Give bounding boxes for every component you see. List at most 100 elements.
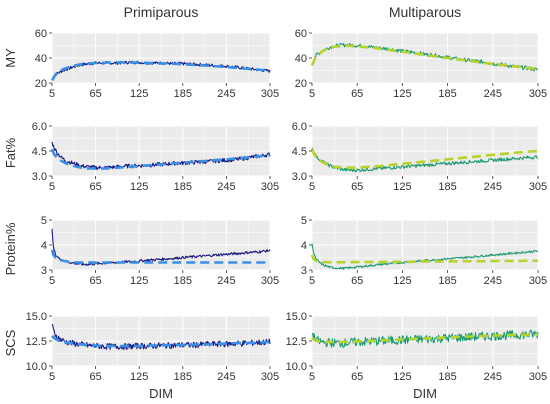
y-tick-label: 40 — [295, 53, 307, 65]
x-tick-label: 245 — [217, 88, 235, 100]
fitted-series-line — [50, 249, 270, 264]
x-tick-label: 125 — [130, 371, 148, 383]
x-tick-label: 125 — [393, 181, 411, 193]
x-tick-label: 185 — [174, 88, 192, 100]
x-tick-label: 5 — [49, 88, 55, 100]
fitted-series-line — [310, 254, 538, 264]
x-tick-label: 125 — [130, 275, 148, 287]
y-tick-label: 12.5 — [286, 336, 307, 348]
x-tick-label: 65 — [351, 275, 363, 287]
row-label-fat: Fat% — [3, 137, 18, 168]
y-tick-label: 60 — [295, 28, 307, 40]
x-tick-label: 65 — [89, 181, 101, 193]
x-tick-label: 245 — [217, 371, 235, 383]
y-tick-label: 5 — [41, 215, 47, 227]
x-tick-label: 305 — [529, 371, 547, 383]
x-tick-label: 65 — [89, 88, 101, 100]
x-tick-label: 125 — [130, 88, 148, 100]
observed-series-line — [311, 147, 539, 173]
x-tick-label: 5 — [49, 181, 55, 193]
x-tick-label: 305 — [261, 371, 279, 383]
y-tick-label: 3 — [301, 265, 307, 277]
panel-my-primiparous: 20 40 60 5 65 125 185 245 305 — [35, 28, 279, 100]
x-tick-label: 305 — [261, 88, 279, 100]
fitted-series-line — [310, 148, 539, 169]
fitted-series-line — [51, 335, 271, 348]
x-tick-label: 125 — [393, 371, 411, 383]
row-label-protein: Protein% — [3, 222, 18, 275]
x-tick-label: 65 — [89, 371, 101, 383]
y-tick-label: 5 — [301, 215, 307, 227]
panel-scs-multiparous: 10.0 12.5 15.0 5 65 125 185 245 305 — [286, 311, 548, 383]
y-tick-label: 20 — [35, 78, 47, 90]
x-tick-label: 5 — [49, 371, 55, 383]
x-tick-label: 5 — [309, 371, 315, 383]
observed-series-line — [311, 329, 539, 348]
panel-scs-primiparous: 10.0 12.5 15.0 5 65 125 185 245 305 — [26, 311, 280, 383]
x-tick-label: 185 — [438, 275, 456, 287]
x-tick-label: 185 — [438, 371, 456, 383]
x-tick-label: 185 — [174, 181, 192, 193]
x-tick-label: 5 — [309, 181, 315, 193]
panel-fat-pct-primiparous: 3.0 4.5 6.0 5 65 125 185 245 305 — [32, 121, 279, 193]
observed-series-line — [51, 228, 271, 266]
x-tick-label: 5 — [309, 88, 315, 100]
y-tick-label: 4.5 — [32, 146, 47, 158]
x-tick-label: 305 — [261, 181, 279, 193]
x-tick-label: 125 — [393, 275, 411, 287]
x-tick-label: 125 — [393, 88, 411, 100]
x-tick-label: 185 — [438, 181, 456, 193]
x-tick-label: 305 — [529, 275, 547, 287]
x-tick-label: 65 — [89, 275, 101, 287]
y-tick-label: 6.0 — [292, 121, 307, 133]
x-tick-label: 245 — [217, 181, 235, 193]
x-tick-label: 125 — [130, 181, 148, 193]
x-axis-title-multiparous: DIM — [413, 386, 437, 401]
fitted-series-line — [50, 148, 271, 170]
y-tick-label: 40 — [35, 53, 47, 65]
y-tick-label: 4.5 — [292, 146, 307, 158]
x-tick-label: 185 — [438, 88, 456, 100]
x-tick-label: 65 — [351, 88, 363, 100]
x-tick-label: 245 — [217, 275, 235, 287]
y-tick-label: 20 — [295, 78, 307, 90]
y-tick-label: 3 — [41, 265, 47, 277]
y-tick-label: 10.0 — [26, 361, 47, 373]
y-tick-label: 15.0 — [26, 311, 47, 323]
y-tick-label: 12.5 — [26, 336, 47, 348]
panel-protein-pct-multiparous: 3 4 5 5 65 125 185 245 305 — [301, 215, 547, 287]
observed-series-line — [311, 243, 539, 270]
observed-series-line — [51, 323, 271, 350]
y-tick-label: 3.0 — [32, 171, 47, 183]
x-tick-label: 305 — [261, 275, 279, 287]
y-tick-label: 10.0 — [286, 361, 307, 373]
y-tick-label: 4 — [301, 240, 307, 252]
x-tick-label: 245 — [484, 371, 502, 383]
x-tick-label: 245 — [484, 88, 502, 100]
x-axis-title-primiparous: DIM — [149, 386, 173, 401]
x-tick-label: 245 — [484, 181, 502, 193]
x-tick-label: 305 — [529, 181, 547, 193]
y-tick-label: 4 — [41, 240, 47, 252]
y-tick-label: 15.0 — [286, 311, 307, 323]
x-tick-label: 65 — [351, 371, 363, 383]
x-tick-label: 305 — [529, 88, 547, 100]
y-tick-label: 3.0 — [292, 171, 307, 183]
column-title-multiparous: Multiparous — [389, 4, 461, 20]
x-tick-label: 245 — [484, 275, 502, 287]
x-tick-label: 5 — [309, 275, 315, 287]
row-label-scs: SCS — [3, 329, 18, 356]
row-label-my: MY — [3, 48, 18, 68]
y-tick-label: 60 — [35, 28, 47, 40]
x-tick-label: 185 — [174, 275, 192, 287]
fitted-series-line — [310, 44, 539, 71]
y-tick-label: 6.0 — [32, 121, 47, 133]
panel-fat-pct-multiparous: 3.0 4.5 6.0 5 65 125 185 245 305 — [292, 121, 547, 193]
x-tick-label: 185 — [174, 371, 192, 383]
panel-protein-pct-primiparous: 3 4 5 5 65 125 185 245 305 — [41, 215, 279, 287]
fitted-series-line — [50, 61, 271, 82]
column-title-primiparous: Primiparous — [124, 4, 199, 20]
x-tick-label: 5 — [49, 275, 55, 287]
